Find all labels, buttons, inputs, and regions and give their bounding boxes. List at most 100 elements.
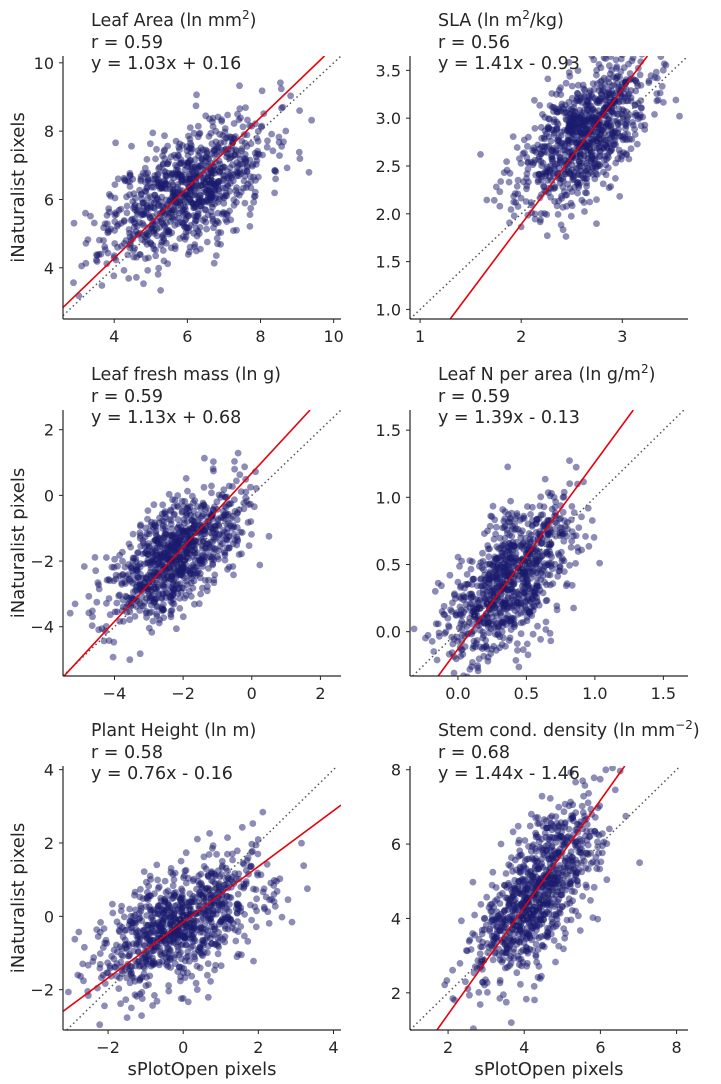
data-point bbox=[561, 934, 569, 942]
data-point bbox=[582, 168, 590, 176]
data-point bbox=[93, 598, 101, 606]
data-point bbox=[265, 920, 273, 927]
data-point bbox=[157, 287, 165, 294]
data-point bbox=[160, 606, 167, 614]
data-point bbox=[152, 595, 160, 603]
data-point bbox=[537, 511, 545, 519]
data-point bbox=[156, 616, 164, 624]
data-point bbox=[243, 168, 251, 176]
data-point bbox=[597, 64, 605, 72]
data-point bbox=[260, 903, 268, 911]
data-point bbox=[204, 154, 212, 162]
data-point bbox=[525, 133, 532, 141]
data-point bbox=[653, 97, 661, 105]
data-point bbox=[456, 562, 463, 570]
data-point bbox=[184, 227, 192, 235]
data-point bbox=[253, 895, 260, 903]
data-point bbox=[139, 199, 147, 207]
data-point bbox=[179, 894, 186, 902]
data-point bbox=[149, 961, 157, 969]
data-point bbox=[87, 212, 94, 220]
data-point bbox=[141, 964, 148, 972]
data-point bbox=[268, 130, 275, 138]
data-point bbox=[249, 847, 256, 855]
data-point bbox=[593, 71, 600, 79]
data-point bbox=[208, 170, 216, 178]
data-point bbox=[128, 918, 135, 926]
data-point bbox=[186, 124, 194, 131]
y-tick-label: 1.5 bbox=[376, 421, 401, 440]
data-point bbox=[284, 896, 292, 904]
data-point bbox=[184, 251, 192, 258]
data-point bbox=[189, 584, 197, 592]
data-point bbox=[469, 659, 476, 666]
data-point bbox=[175, 209, 183, 217]
data-point bbox=[221, 898, 228, 906]
data-point bbox=[469, 593, 477, 601]
data-point bbox=[537, 576, 545, 583]
data-point bbox=[221, 551, 229, 559]
data-point bbox=[236, 82, 243, 90]
data-point bbox=[537, 635, 544, 643]
data-point bbox=[161, 877, 169, 885]
data-point bbox=[483, 588, 490, 596]
data-point bbox=[528, 522, 536, 530]
data-point bbox=[494, 565, 502, 573]
data-point bbox=[213, 850, 221, 858]
data-point bbox=[193, 563, 201, 570]
data-point bbox=[564, 132, 572, 140]
data-point bbox=[177, 995, 185, 1002]
data-point bbox=[220, 175, 228, 183]
data-point bbox=[139, 926, 147, 934]
data-point bbox=[154, 270, 162, 278]
data-point bbox=[565, 145, 573, 152]
data-point bbox=[196, 964, 204, 972]
data-point bbox=[230, 196, 238, 204]
panel-title: Leaf N per area (ln g/m2) bbox=[438, 362, 655, 385]
data-point bbox=[495, 545, 502, 552]
data-point bbox=[636, 71, 644, 79]
data-point bbox=[496, 202, 504, 210]
data-point bbox=[531, 124, 539, 132]
data-point bbox=[534, 178, 542, 186]
data-point bbox=[613, 63, 621, 70]
data-point bbox=[544, 530, 552, 538]
panel-title: Leaf Area (ln mm2) bbox=[91, 8, 256, 31]
data-point bbox=[215, 229, 222, 236]
data-point bbox=[614, 155, 622, 163]
y-tick-label: 1.5 bbox=[376, 253, 401, 272]
data-point bbox=[182, 866, 190, 874]
data-point bbox=[509, 548, 516, 556]
data-point bbox=[224, 867, 232, 875]
data-point bbox=[205, 851, 213, 858]
data-point bbox=[468, 620, 476, 628]
data-point bbox=[523, 542, 531, 550]
data-point bbox=[167, 865, 175, 872]
data-point bbox=[143, 156, 151, 163]
data-point bbox=[454, 553, 462, 561]
data-point bbox=[160, 147, 168, 155]
data-point bbox=[238, 529, 246, 536]
data-point bbox=[101, 1002, 108, 1010]
data-point bbox=[449, 599, 456, 607]
data-point bbox=[242, 488, 250, 496]
data-point bbox=[136, 650, 144, 658]
data-point bbox=[492, 530, 499, 538]
data-point bbox=[606, 62, 613, 70]
data-point bbox=[172, 166, 180, 174]
data-point bbox=[235, 551, 243, 558]
data-point bbox=[552, 149, 560, 156]
data-point bbox=[176, 553, 184, 561]
data-point bbox=[271, 166, 279, 174]
data-point bbox=[541, 560, 548, 567]
data-point bbox=[488, 583, 496, 591]
data-point bbox=[676, 112, 683, 120]
data-point bbox=[188, 516, 196, 524]
data-point bbox=[589, 163, 596, 171]
data-point bbox=[138, 1012, 146, 1019]
data-point bbox=[241, 911, 249, 918]
data-point bbox=[505, 563, 512, 571]
